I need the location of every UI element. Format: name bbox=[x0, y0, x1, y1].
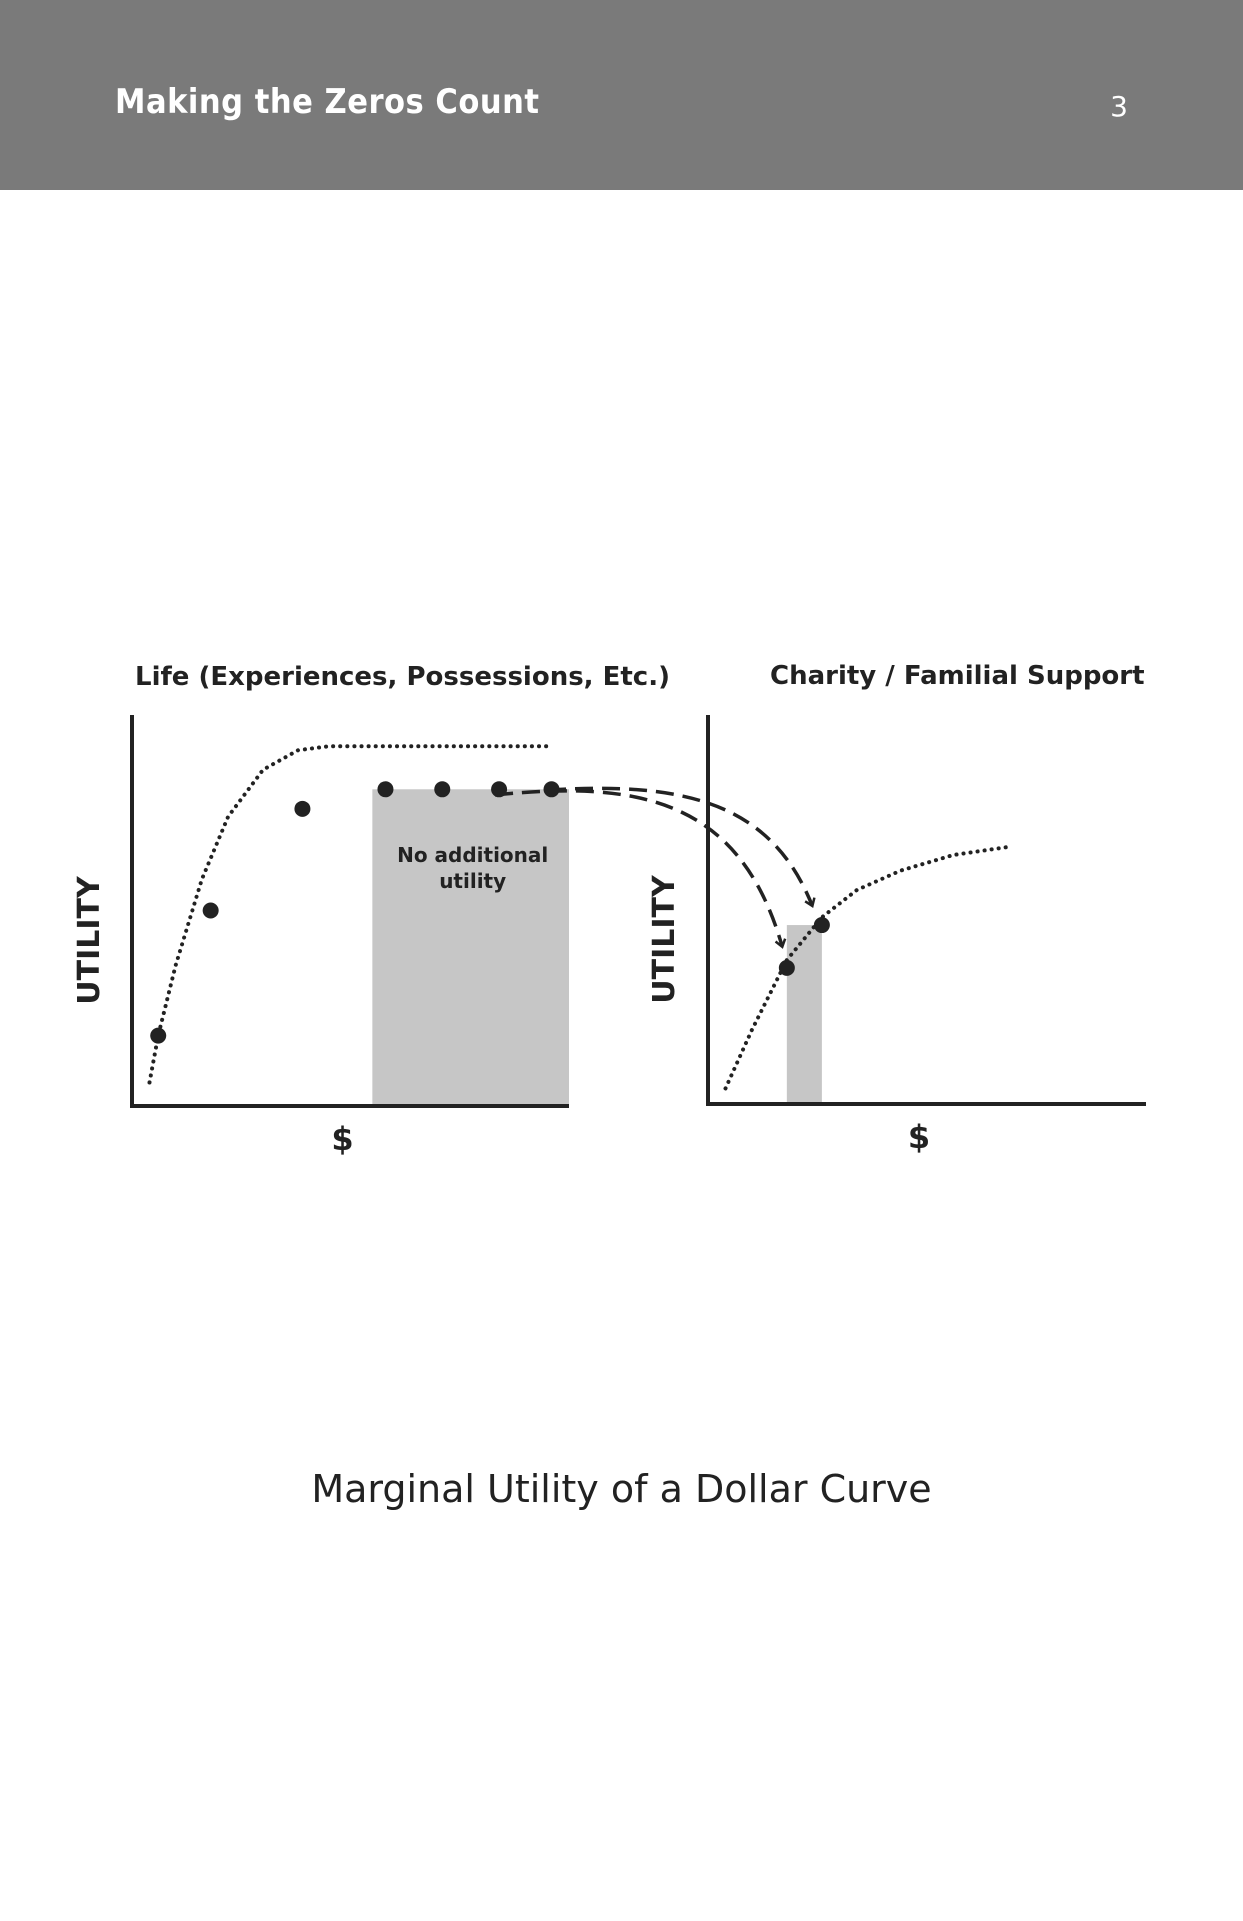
figure-caption: Marginal Utility of a Dollar Curve bbox=[311, 1467, 932, 1511]
x-axis-label: $ bbox=[908, 1118, 930, 1156]
data-point bbox=[294, 800, 311, 817]
y-axis-label: UTILITY bbox=[647, 874, 682, 1004]
data-point bbox=[434, 781, 451, 798]
transfer-arrows bbox=[494, 786, 812, 946]
data-point bbox=[377, 781, 394, 798]
y-axis-label: UTILITY bbox=[72, 875, 107, 1005]
annotation-label: utility bbox=[439, 869, 506, 893]
shaded-region bbox=[372, 789, 569, 1106]
data-point bbox=[813, 917, 830, 934]
dashed-arrow bbox=[547, 786, 812, 905]
page-number: 3 bbox=[1110, 90, 1128, 123]
page-header: Making the Zeros Count 3 bbox=[0, 0, 1243, 190]
chart-title: Life (Experiences, Possessions, Etc.) bbox=[135, 662, 670, 692]
annotation-label: No additional bbox=[397, 843, 548, 867]
data-point bbox=[150, 1027, 167, 1044]
data-point bbox=[202, 902, 219, 919]
chart-title: Charity / Familial Support bbox=[770, 661, 1145, 691]
utility-curve bbox=[147, 744, 554, 1085]
utility-curve bbox=[723, 845, 1008, 1091]
x-axis-label: $ bbox=[331, 1120, 353, 1158]
life-chart: Life (Experiences, Possessions, Etc.) UTI… bbox=[72, 662, 670, 1158]
data-point bbox=[778, 959, 795, 976]
shaded-region bbox=[786, 925, 822, 1104]
running-title: Making the Zeros Count bbox=[115, 82, 540, 122]
charity-chart: Charity / Familial Support UTILITY $ bbox=[647, 661, 1146, 1156]
